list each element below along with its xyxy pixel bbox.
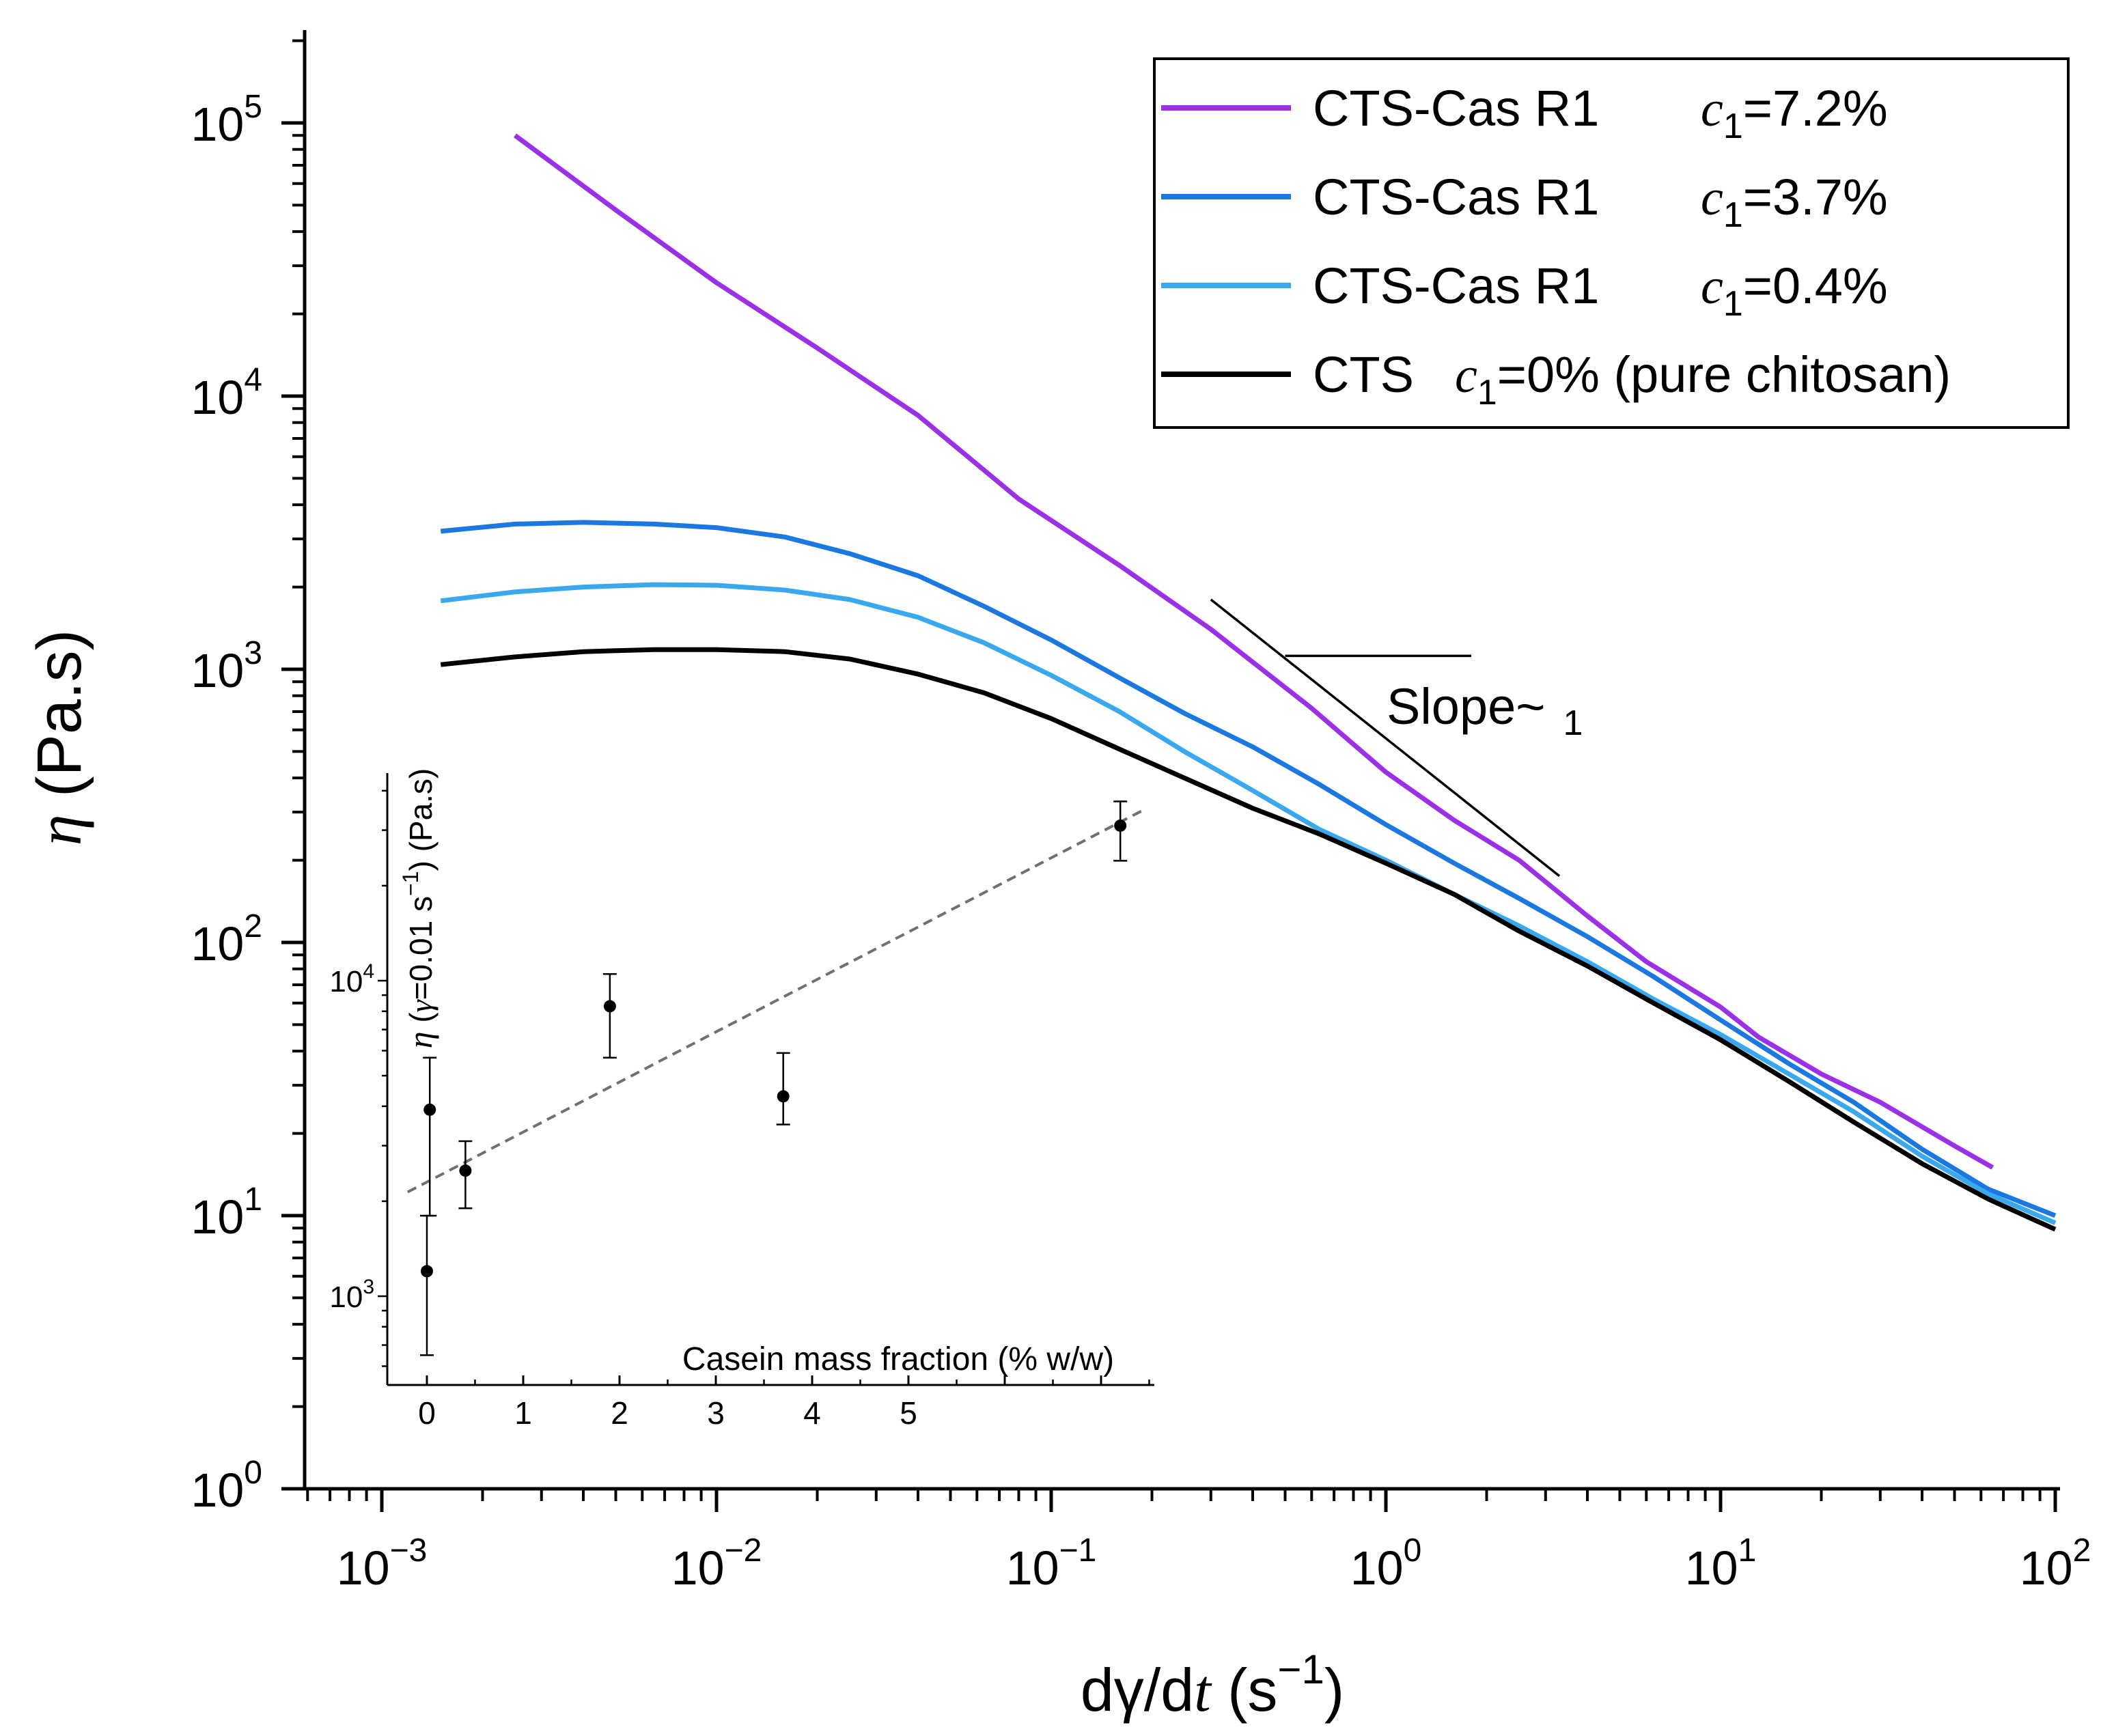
series-line-3 — [440, 647, 2057, 1232]
x-tick-label: 100 — [1350, 1532, 1422, 1595]
inset-marker — [777, 1090, 790, 1103]
inset-marker — [459, 1164, 472, 1177]
y-tick-label: 104 — [191, 362, 262, 424]
legend-label-1: CTS-Cas R1 — [1313, 169, 1599, 225]
inset-fit-curve — [406, 808, 1145, 1194]
slope-line — [1210, 598, 1561, 878]
legend: CTS-Cas R1 c1=7.2% CTS-Cas R1 c1=3.7% CTS-Ca… — [1153, 57, 2070, 429]
inset-data-point-3 — [602, 972, 617, 1059]
legend-label-3: CTS — [1313, 346, 1414, 403]
legend-conc-1: c1=3.7% — [1701, 169, 1888, 235]
inset-data-point-5 — [1113, 800, 1128, 862]
y-tick-label: 101 — [191, 1181, 262, 1244]
slope-label-sub: 1 — [1563, 703, 1583, 743]
inset-x-tick-label: 1 — [514, 1395, 532, 1431]
main-series-group — [440, 133, 2057, 1232]
inset-y-tick-label: 104 — [329, 960, 374, 998]
x-tick-label: 10−2 — [671, 1532, 762, 1595]
inset-marker — [603, 1000, 616, 1013]
series-line-2 — [440, 582, 2057, 1225]
inset-data-point-4 — [776, 1052, 790, 1125]
y-tick-label: 100 — [191, 1455, 262, 1517]
inset-marker — [423, 1103, 436, 1116]
inset-plot: 0 1 2 3 4 5 Casein mass fraction (% w/w) 103 104… — [329, 768, 1154, 1431]
slope-reference: Slope~ 1 — [1210, 598, 1583, 878]
legend-box — [1153, 57, 2070, 429]
y-tick-label: 102 — [191, 908, 262, 970]
inset-x-tick-label: 0 — [418, 1395, 436, 1431]
legend-label-0: CTS-Cas R1 — [1313, 80, 1599, 137]
series-line-0 — [513, 133, 1994, 1170]
main-axes: 10−3 10−2 10−1 100 101 102100101102103104105d… — [25, 30, 2091, 1724]
inset-data-point-2 — [458, 1140, 473, 1209]
x-tick-label: 102 — [2020, 1532, 2091, 1595]
inset-y-tick-label: 103 — [329, 1276, 374, 1314]
legend-conc-3: c1=0% (pure chitosan) — [1455, 346, 1951, 412]
main-plot: Slope~ 1 10−3 10−2 10−1 100 101 10210010110210… — [25, 30, 2091, 1724]
y-axis-title: η (Pa.s) — [25, 630, 94, 846]
inset-x-tick-label: 2 — [611, 1395, 628, 1431]
legend-conc-2: c1=0.4% — [1701, 257, 1888, 324]
y-tick-label: 105 — [191, 89, 262, 151]
legend-label-2: CTS-Cas R1 — [1313, 257, 1599, 314]
inset-x-tick-label: 3 — [707, 1395, 725, 1431]
inset-data-point-1 — [423, 1056, 437, 1217]
y-tick-label: 103 — [191, 635, 262, 697]
slope-label: Slope~ 1 — [1387, 678, 1583, 743]
x-tick-label: 10−3 — [337, 1532, 428, 1595]
x-axis-title: dγ/dt (s−1) — [1081, 1647, 1344, 1724]
inset-marker — [1114, 819, 1127, 832]
legend-conc-0: c1=7.2% — [1701, 80, 1888, 146]
series-line-1 — [440, 520, 2057, 1218]
x-tick-label: 10−1 — [1006, 1532, 1097, 1595]
inset-x-axis-title: Casein mass fraction (% w/w) — [682, 1341, 1114, 1377]
inset-y-axis-title: η (γ=0.01 s−1) (Pa.s) — [398, 768, 439, 1049]
inset-x-tick-label: 4 — [803, 1395, 821, 1431]
x-tick-label: 101 — [1685, 1532, 1757, 1595]
inset-data-point-0 — [420, 1214, 434, 1356]
inset-x-tick-label: 5 — [900, 1395, 917, 1431]
inset-marker — [421, 1265, 433, 1278]
